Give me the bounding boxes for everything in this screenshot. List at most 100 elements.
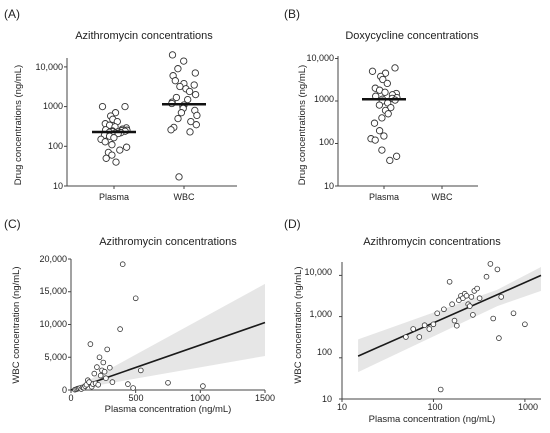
panel-b-title: Doxycycline concentrations [345, 30, 479, 42]
panel-d-point [490, 315, 497, 322]
panel-c-ytick-20000: 20,000 [39, 254, 67, 264]
panel-a-xtick-wbc: WBC [174, 192, 195, 202]
panel-c-point [104, 346, 110, 353]
panel-c-confidence-band [71, 283, 265, 390]
panel-a-ytick-10000: 10,000 [35, 62, 63, 72]
panel-a-point-plasma [108, 141, 116, 149]
panel-d-xlabel: Plasma concentration (ng/mL) [369, 414, 496, 425]
panel-a-point-plasma [112, 158, 120, 166]
panel-c-title: Azithromycin concentrations [99, 236, 237, 248]
panel-d-title: Azithromycin concentrations [363, 236, 501, 248]
panel-c-xtick-0: 0 [68, 393, 73, 403]
panel-b: (B) Doxycycline concentrations Drug conc… [284, 7, 479, 202]
panel-c-point [109, 379, 116, 385]
panel-a-axes [64, 58, 237, 189]
panel-c-point [103, 375, 109, 382]
panel-d-xtick-10: 10 [337, 402, 347, 412]
panel-d-ytick-1000: 1,000 [309, 309, 332, 319]
panel-a-point-wbc [192, 121, 200, 129]
panel-d-point [426, 326, 433, 332]
panel-a-point-wbc [168, 51, 177, 59]
panel-d-ylabel: WBC concentration (ng/mL) [293, 266, 304, 383]
panel-b-ytick-10000: 10,000 [306, 53, 334, 63]
panel-a-point-wbc [191, 90, 200, 99]
panel-a-ytick-1000: 1000 [43, 101, 63, 111]
panel-c-ytick-10000: 10,000 [39, 319, 67, 329]
panel-b-point-plasma [378, 146, 386, 154]
panel-a-xtick-plasma: Plasma [99, 192, 129, 202]
panel-a-ytick-10: 10 [53, 181, 63, 191]
panel-a-title: Azithromycin concentrations [75, 30, 213, 42]
panel-c-point [96, 354, 103, 361]
panel-a-point-wbc [176, 82, 184, 91]
panel-a-point-wbc [174, 114, 182, 123]
panel-c-point [200, 383, 206, 389]
panel-c-point [165, 379, 171, 386]
panel-d-point [463, 292, 470, 299]
panel-b-axes [335, 56, 478, 189]
panel-b-point-plasma [381, 88, 389, 96]
panel-b-point-plasma [391, 64, 399, 72]
panel-b-point-plasma [370, 119, 379, 127]
panel-a-point-wbc [186, 128, 194, 136]
panel-d-point [430, 321, 437, 328]
panel-c: (C) Azithromycin concentrations WBC conc… [4, 217, 275, 415]
panel-c-point [100, 359, 107, 366]
panel-c-ytick-0: 0 [62, 385, 67, 395]
panel-c-xtick-1000: 1000 [190, 393, 210, 403]
panel-a-point-plasma [98, 102, 107, 111]
panel-c-point [119, 261, 126, 268]
panel-d-point [453, 322, 460, 329]
panel-b-ytick-10: 10 [324, 181, 334, 191]
panel-d-ytick-10000: 10,000 [304, 267, 332, 277]
panel-d-confidence-band [358, 266, 541, 373]
panel-a-point-wbc [172, 93, 181, 102]
panel-d-point [483, 273, 490, 280]
panel-d-point [487, 261, 494, 267]
panel-a-label: (A) [4, 7, 20, 21]
panel-a-point-plasma [116, 146, 124, 154]
panel-b-point-plasma [379, 75, 387, 84]
panel-b-xtick-wbc: WBC [432, 192, 453, 202]
panel-d-point [474, 285, 480, 292]
panel-c-point [95, 381, 101, 388]
panel-b-ytick-100: 100 [319, 137, 334, 147]
panel-d-point [498, 294, 505, 300]
panel-c-axes [68, 258, 266, 393]
panel-d-label: (D) [284, 217, 301, 231]
panel-a-point-plasma [122, 143, 131, 151]
panel-a-point-wbc [190, 81, 198, 89]
panel-a-point-wbc [184, 95, 192, 104]
panel-d-point [434, 310, 441, 317]
panel-d: (D) Azithromycin concentrations WBC conc… [284, 217, 542, 425]
panel-b-point-plasma [378, 114, 386, 122]
panel-b-point-plasma [375, 101, 384, 109]
panel-d-point [496, 335, 502, 341]
panel-b-ylabel: Drug concentrations (ng/mL) [297, 65, 308, 185]
panel-b-point-plasma [368, 67, 377, 75]
panel-c-point [97, 372, 104, 379]
panel-a-point-wbc [177, 109, 186, 117]
panel-b-point-plasma [386, 156, 394, 165]
panel-a-point-wbc [175, 173, 183, 181]
panel-c-point [91, 370, 98, 377]
panel-b-label: (B) [284, 7, 300, 21]
panel-c-marks [70, 261, 266, 393]
panel-d-point [421, 322, 428, 329]
panel-d-point [403, 334, 409, 340]
panel-a-point-wbc [180, 57, 188, 65]
panel-d-marks [357, 261, 542, 393]
panel-b-xtick-plasma: Plasma [369, 192, 399, 202]
panel-a-point-plasma [102, 154, 110, 162]
panel-a-ylabel: Drug concentrations (ng/mL) [13, 65, 24, 185]
panel-d-point [441, 306, 447, 313]
panel-d-point [510, 310, 517, 317]
panel-c-point [107, 364, 113, 371]
panel-c-ylabel: WBC concentration (ng/mL) [11, 266, 22, 383]
panel-c-point [130, 385, 136, 391]
panel-a-point-wbc [187, 117, 195, 126]
panel-a-point-wbc [174, 65, 182, 73]
panel-d-point [437, 386, 444, 393]
panel-a: (A) Azithromycin concentrations Drug con… [4, 7, 237, 202]
panel-b-point-plasma [392, 152, 401, 160]
